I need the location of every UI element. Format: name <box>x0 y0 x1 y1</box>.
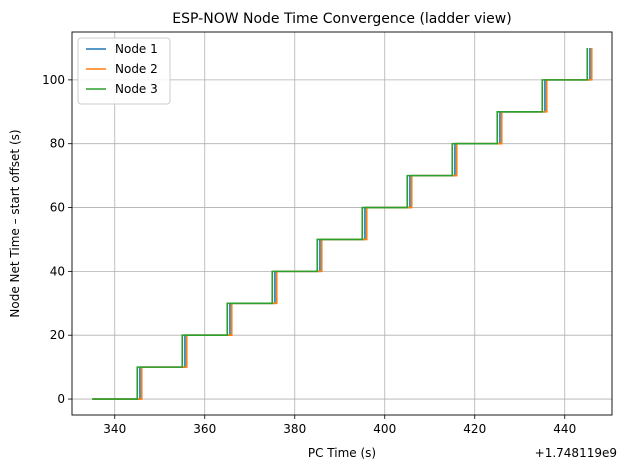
y-tick-label: 0 <box>57 392 65 406</box>
x-tick-label: 420 <box>463 422 486 436</box>
x-tick-label: 400 <box>373 422 396 436</box>
legend: Node 1 Node 2 Node 3 <box>77 37 171 105</box>
x-tick-label: 360 <box>193 422 216 436</box>
legend-label: Node 2 <box>115 62 158 76</box>
y-tick-label: 80 <box>50 137 65 151</box>
series-line-node-3 <box>92 47 589 400</box>
x-tick-label: 440 <box>553 422 576 436</box>
grid <box>72 32 612 415</box>
y-tick-label: 60 <box>50 201 65 215</box>
ticks: 340 360 380 400 420 440 0 20 40 60 80 100 <box>42 73 576 436</box>
x-axis-label: PC Time (s) <box>308 446 376 460</box>
y-axis-label: Node Net Time – start offset (s) <box>8 129 22 317</box>
y-tick-label: 100 <box>42 73 65 87</box>
x-tick-label: 380 <box>283 422 306 436</box>
chart-title: ESP-NOW Node Time Convergence (ladder vi… <box>172 11 511 27</box>
series-layer <box>92 47 593 400</box>
plot-frame <box>71 31 613 416</box>
legend-label: Node 3 <box>115 82 158 96</box>
x-tick-label: 340 <box>103 422 126 436</box>
y-tick-label: 20 <box>50 328 65 342</box>
x-offset-label: +1.748119e9 <box>535 446 617 460</box>
legend-box <box>77 37 171 105</box>
y-tick-label: 40 <box>50 264 65 278</box>
legend-label: Node 1 <box>115 42 158 56</box>
